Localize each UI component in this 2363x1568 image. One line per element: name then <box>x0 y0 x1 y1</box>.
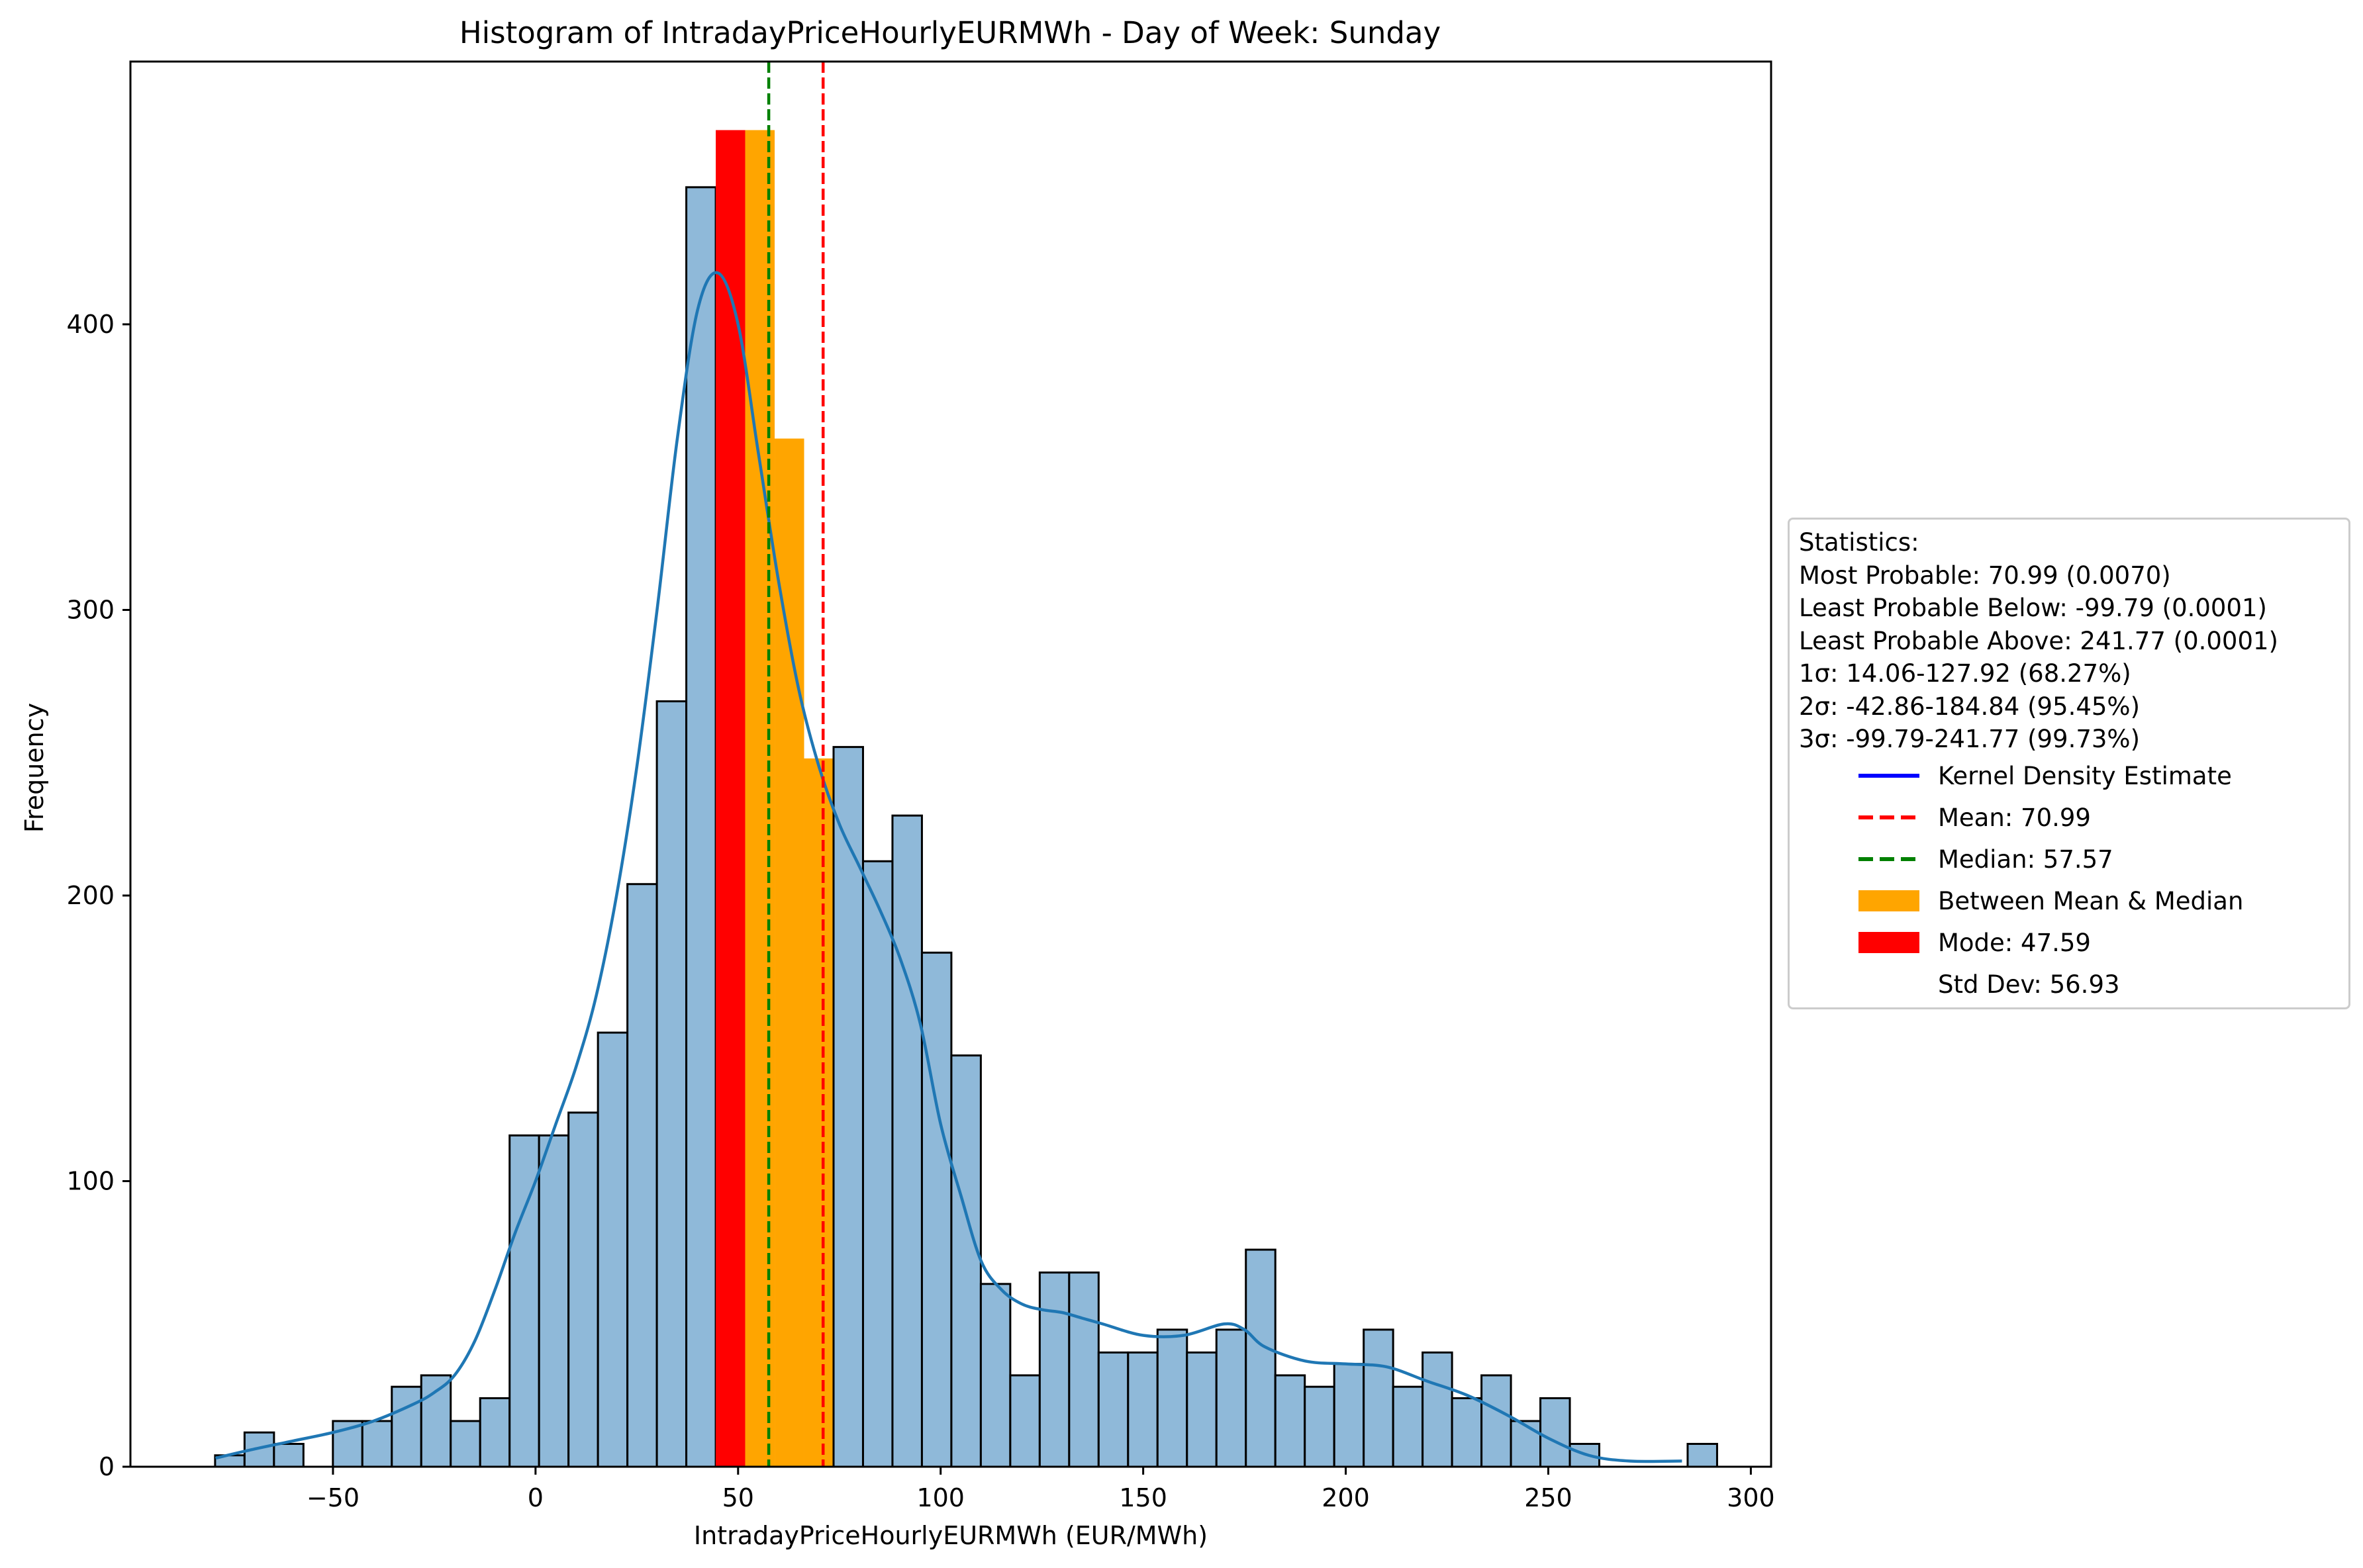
histogram-bar-between <box>745 130 775 1467</box>
histogram-bar <box>1186 1351 1218 1468</box>
legend-entry-mean: Mean: 70.99 <box>1790 801 2346 834</box>
histogram-bar <box>1009 1374 1041 1468</box>
mean-dashed-line-swatch <box>1858 815 1919 819</box>
legend-label-mode: Mode: 47.59 <box>1938 929 2091 957</box>
histogram-bar <box>891 814 923 1468</box>
histogram-bar <box>1333 1363 1365 1468</box>
histogram-bar <box>1038 1271 1071 1468</box>
legend-label-kde: Kernel Density Estimate <box>1938 762 2232 790</box>
legend-box: Statistics: Most Probable: 70.99 (0.0070… <box>1788 518 2350 1009</box>
histogram-bar <box>1510 1420 1542 1468</box>
histogram-bar <box>950 1054 982 1468</box>
legend-entry-mode: Mode: 47.59 <box>1790 926 2346 959</box>
legend-label-median: Median: 57.57 <box>1938 845 2113 874</box>
histogram-bar <box>832 746 864 1468</box>
histogram-bar <box>1304 1385 1335 1468</box>
x-axis-label: IntradayPriceHourlyEURMWh (EUR/MWh) <box>694 1521 1208 1550</box>
between-patch-swatch <box>1858 890 1919 911</box>
x-axis-ticks: −50 0 50 100 150 200 250 300 <box>307 1467 1775 1512</box>
reference-lines-layer <box>767 62 825 1467</box>
histogram-bar <box>1480 1374 1512 1468</box>
histogram-bar <box>1451 1397 1483 1468</box>
histogram-bar <box>1068 1271 1100 1468</box>
x-tick-label: 100 <box>916 1483 965 1512</box>
histogram-bar <box>450 1420 481 1468</box>
legend-entry-kde: Kernel Density Estimate <box>1790 759 2346 792</box>
x-tick-label: −50 <box>307 1483 360 1512</box>
x-tick-label: 0 <box>528 1483 544 1512</box>
y-tick-label: 300 <box>66 595 115 624</box>
histogram-bar-between <box>775 438 804 1467</box>
histogram-bar <box>538 1134 570 1468</box>
histogram-bar-mode <box>716 130 746 1467</box>
histogram-bar <box>391 1385 422 1468</box>
histogram-bar <box>861 860 894 1468</box>
x-tick-label: 50 <box>722 1483 754 1512</box>
histogram-bar <box>920 951 953 1468</box>
x-tick-label: 150 <box>1119 1483 1167 1512</box>
histogram-bar <box>1156 1328 1188 1468</box>
histogram-bar <box>1363 1328 1394 1468</box>
stat-3-sigma: 3σ: -99.79-241.77 (99.73%) <box>1799 725 2141 753</box>
histogram-bar <box>1127 1351 1159 1468</box>
histogram-bar <box>1686 1442 1718 1468</box>
median-dashed-line-swatch <box>1858 857 1919 861</box>
statistics-title: Statistics: <box>1799 528 1919 557</box>
legend-label-std-dev: Std Dev: 56.93 <box>1938 970 2120 999</box>
histogram-bar <box>597 1031 629 1468</box>
legend-label-mean: Mean: 70.99 <box>1938 804 2091 832</box>
stat-least-probable-above: Least Probable Above: 241.77 (0.0001) <box>1799 626 2278 655</box>
stat-1-sigma: 1σ: 14.06-127.92 (68.27%) <box>1799 659 2131 688</box>
x-tick-label: 250 <box>1524 1483 1572 1512</box>
plot-frame <box>129 60 1772 1468</box>
histogram-bar <box>1097 1351 1130 1468</box>
histogram-bar <box>1539 1397 1571 1468</box>
stat-2-sigma: 2σ: -42.86-184.84 (95.45%) <box>1799 692 2141 721</box>
histogram-bar <box>626 883 658 1468</box>
histogram-bar <box>361 1420 393 1468</box>
histogram-bar <box>1274 1374 1306 1468</box>
legend-statistics: Statistics: Most Probable: 70.99 (0.0070… <box>1799 526 2278 756</box>
kde-curve <box>215 271 1682 1463</box>
kde-layer <box>215 271 1682 1463</box>
y-axis-ticks: 0 100 200 300 400 <box>66 310 130 1481</box>
y-tick-label: 400 <box>66 310 115 339</box>
histogram-bar <box>1422 1351 1453 1468</box>
x-tick-label: 300 <box>1727 1483 1775 1512</box>
histogram-bar <box>1215 1328 1247 1468</box>
legend-label-between: Between Mean & Median <box>1938 887 2244 915</box>
x-tick-label: 200 <box>1322 1483 1370 1512</box>
kde-line-swatch <box>1858 774 1919 778</box>
legend-entry-between: Between Mean & Median <box>1790 884 2346 917</box>
histogram-bar <box>420 1374 452 1468</box>
bars-layer <box>214 130 1718 1468</box>
histogram-bar <box>1245 1248 1277 1468</box>
stat-least-probable-below: Least Probable Below: -99.79 (0.0001) <box>1799 594 2267 622</box>
histogram-bar-between <box>804 758 834 1467</box>
y-tick-label: 200 <box>66 881 115 910</box>
histogram-bar <box>685 186 717 1468</box>
histogram-bar <box>979 1283 1012 1468</box>
y-tick-label: 0 <box>99 1452 115 1481</box>
histogram-bar <box>479 1397 511 1468</box>
y-axis-label: Frequency <box>20 703 49 833</box>
stat-most-probable: Most Probable: 70.99 (0.0070) <box>1799 561 2171 590</box>
y-tick-label: 100 <box>66 1166 115 1195</box>
histogram-bar <box>567 1111 599 1468</box>
histogram-bar <box>273 1442 305 1468</box>
histogram-bar <box>655 700 688 1468</box>
chart-title: Histogram of IntradayPriceHourlyEURMWh -… <box>459 15 1441 50</box>
legend-entry-std-dev: Std Dev: 56.93 <box>1790 968 2346 1001</box>
legend-entry-median: Median: 57.57 <box>1790 843 2346 876</box>
mode-patch-swatch <box>1858 932 1919 953</box>
histogram-bar <box>1392 1385 1424 1468</box>
